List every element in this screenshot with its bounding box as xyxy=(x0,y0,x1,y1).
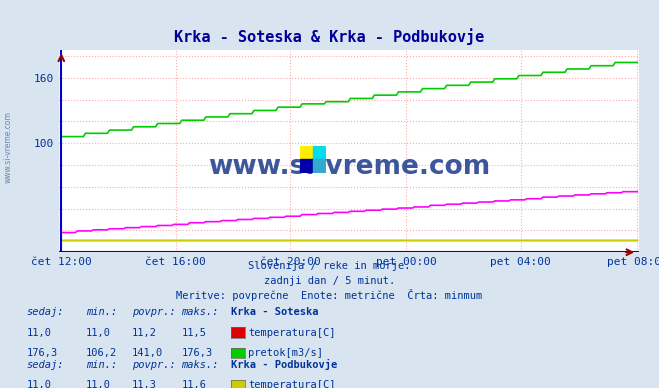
Text: Krka - Podbukovje: Krka - Podbukovje xyxy=(231,359,337,370)
Text: Krka - Soteska: Krka - Soteska xyxy=(231,307,318,317)
Text: Slovenija / reke in morje.: Slovenija / reke in morje. xyxy=(248,261,411,271)
Text: www.si-vreme.com: www.si-vreme.com xyxy=(208,154,490,180)
Bar xyxy=(300,146,313,159)
Text: 11,0: 11,0 xyxy=(26,327,51,338)
Text: 176,3: 176,3 xyxy=(26,348,57,358)
Text: 11,3: 11,3 xyxy=(132,380,157,388)
Text: maks.:: maks.: xyxy=(181,307,219,317)
Text: 11,0: 11,0 xyxy=(26,380,51,388)
Bar xyxy=(300,159,313,173)
Text: maks.:: maks.: xyxy=(181,360,219,370)
Text: 141,0: 141,0 xyxy=(132,348,163,358)
Text: povpr.:: povpr.: xyxy=(132,360,175,370)
Text: temperatura[C]: temperatura[C] xyxy=(248,380,336,388)
Text: Meritve: povprečne  Enote: metrične  Črta: minmum: Meritve: povprečne Enote: metrične Črta:… xyxy=(177,289,482,301)
Text: sedaj:: sedaj: xyxy=(26,360,64,370)
Text: min.:: min.: xyxy=(86,307,117,317)
Text: www.si-vreme.com: www.si-vreme.com xyxy=(3,111,13,184)
Text: 11,2: 11,2 xyxy=(132,327,157,338)
Text: Krka - Soteska & Krka - Podbukovje: Krka - Soteska & Krka - Podbukovje xyxy=(175,28,484,45)
Text: 11,5: 11,5 xyxy=(181,327,206,338)
Text: sedaj:: sedaj: xyxy=(26,307,64,317)
Text: 11,0: 11,0 xyxy=(86,380,111,388)
Bar xyxy=(313,159,326,173)
Text: 176,3: 176,3 xyxy=(181,348,212,358)
Text: min.:: min.: xyxy=(86,360,117,370)
Text: povpr.:: povpr.: xyxy=(132,307,175,317)
Text: 11,6: 11,6 xyxy=(181,380,206,388)
Text: zadnji dan / 5 minut.: zadnji dan / 5 minut. xyxy=(264,275,395,286)
Bar xyxy=(313,146,326,159)
Text: temperatura[C]: temperatura[C] xyxy=(248,327,336,338)
Text: 106,2: 106,2 xyxy=(86,348,117,358)
Text: pretok[m3/s]: pretok[m3/s] xyxy=(248,348,324,358)
Text: 11,0: 11,0 xyxy=(86,327,111,338)
